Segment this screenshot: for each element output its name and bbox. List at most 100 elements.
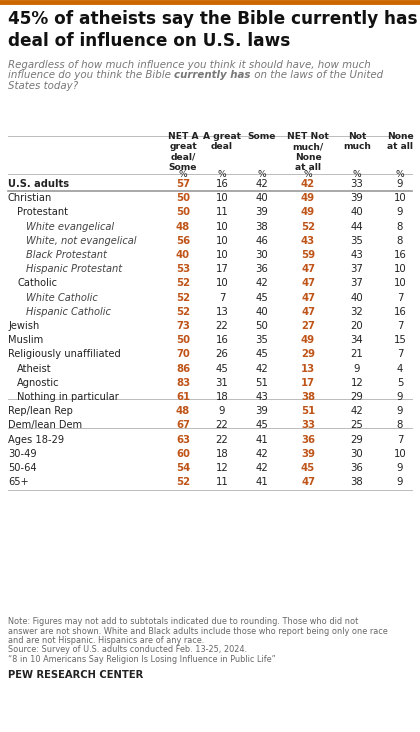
Text: 37: 37 — [351, 264, 363, 274]
Text: 10: 10 — [215, 278, 228, 288]
Text: 10: 10 — [394, 193, 407, 203]
Text: 10: 10 — [215, 193, 228, 203]
Text: 47: 47 — [301, 278, 315, 288]
Text: 42: 42 — [256, 449, 268, 459]
Text: 10: 10 — [215, 236, 228, 246]
Text: Hispanic Catholic: Hispanic Catholic — [26, 307, 111, 317]
Text: 11: 11 — [215, 477, 228, 488]
Text: 12: 12 — [215, 463, 228, 473]
Text: 7: 7 — [219, 293, 225, 302]
Text: 45: 45 — [301, 463, 315, 473]
Text: 8: 8 — [397, 236, 403, 246]
Text: 49: 49 — [301, 335, 315, 346]
Text: 17: 17 — [301, 378, 315, 388]
Text: 38: 38 — [351, 477, 363, 488]
Text: answer are not shown. White and Black adults include those who report being only: answer are not shown. White and Black ad… — [8, 627, 388, 635]
Text: White, not evangelical: White, not evangelical — [26, 236, 136, 246]
Text: NET Not
much/
None
at all: NET Not much/ None at all — [287, 132, 329, 172]
Text: 51: 51 — [301, 406, 315, 417]
Text: 45% of atheists say the Bible currently has a great
deal of influence on U.S. la: 45% of atheists say the Bible currently … — [8, 10, 420, 50]
Text: 50-64: 50-64 — [8, 463, 37, 473]
Text: 35: 35 — [255, 335, 268, 346]
Text: 18: 18 — [215, 449, 228, 459]
Text: 45: 45 — [255, 349, 268, 359]
Text: Regardless of how much influence you think it should have, how much: Regardless of how much influence you thi… — [8, 60, 371, 70]
Text: 50: 50 — [255, 321, 268, 331]
Text: 53: 53 — [176, 264, 190, 274]
Text: 39: 39 — [255, 406, 268, 417]
Text: Ages 18-29: Ages 18-29 — [8, 435, 64, 444]
Text: White Catholic: White Catholic — [26, 293, 98, 302]
Text: 42: 42 — [256, 364, 268, 373]
Text: 29: 29 — [351, 392, 363, 402]
Text: 10: 10 — [394, 264, 407, 274]
Text: 39: 39 — [255, 207, 268, 217]
Text: Catholic: Catholic — [17, 278, 57, 288]
Text: 56: 56 — [176, 236, 190, 246]
Text: 52: 52 — [301, 222, 315, 231]
Text: 86: 86 — [176, 364, 190, 373]
Text: 51: 51 — [255, 378, 268, 388]
Text: 9: 9 — [397, 392, 403, 402]
Text: 60: 60 — [176, 449, 190, 459]
Text: 45: 45 — [255, 293, 268, 302]
Text: 43: 43 — [256, 392, 268, 402]
Text: 43: 43 — [301, 236, 315, 246]
Text: 35: 35 — [351, 236, 363, 246]
Text: “8 in 10 Americans Say Religion Is Losing Influence in Public Life”: “8 in 10 Americans Say Religion Is Losin… — [8, 655, 276, 664]
Text: and are not Hispanic. Hispanics are of any race.: and are not Hispanic. Hispanics are of a… — [8, 636, 204, 645]
Text: 50: 50 — [176, 193, 190, 203]
Text: A great
deal: A great deal — [203, 132, 241, 152]
Text: %: % — [304, 170, 312, 179]
Text: 9: 9 — [219, 406, 225, 417]
Text: 39: 39 — [351, 193, 363, 203]
Text: 8: 8 — [397, 420, 403, 430]
Text: 26: 26 — [215, 349, 228, 359]
Text: 33: 33 — [301, 420, 315, 430]
Text: 10: 10 — [394, 278, 407, 288]
Text: 36: 36 — [301, 435, 315, 444]
Text: 9: 9 — [397, 406, 403, 417]
Text: 36: 36 — [351, 463, 363, 473]
Text: 40: 40 — [351, 207, 363, 217]
Text: 9: 9 — [397, 463, 403, 473]
Text: None
at all: None at all — [387, 132, 413, 152]
Text: 59: 59 — [301, 250, 315, 260]
Text: Source: Survey of U.S. adults conducted Feb. 13-25, 2024.: Source: Survey of U.S. adults conducted … — [8, 646, 247, 654]
Text: NET A
great
deal/
Some: NET A great deal/ Some — [168, 132, 198, 172]
Text: 41: 41 — [256, 435, 268, 444]
Text: 47: 47 — [301, 293, 315, 302]
Text: 30: 30 — [351, 449, 363, 459]
Text: 27: 27 — [301, 321, 315, 331]
Text: Nothing in particular: Nothing in particular — [17, 392, 119, 402]
Text: 33: 33 — [351, 179, 363, 189]
Text: 18: 18 — [215, 392, 228, 402]
Text: Black Protestant: Black Protestant — [26, 250, 107, 260]
Text: 10: 10 — [394, 449, 407, 459]
Text: 40: 40 — [256, 193, 268, 203]
Text: 40: 40 — [256, 307, 268, 317]
Text: 7: 7 — [397, 349, 403, 359]
Text: 52: 52 — [176, 293, 190, 302]
Text: 50: 50 — [176, 335, 190, 346]
Text: 22: 22 — [215, 321, 228, 331]
Text: 20: 20 — [351, 321, 363, 331]
Text: 54: 54 — [176, 463, 190, 473]
Text: %: % — [178, 170, 187, 179]
Text: 31: 31 — [215, 378, 228, 388]
Text: 48: 48 — [176, 222, 190, 231]
Text: 13: 13 — [301, 364, 315, 373]
Text: 47: 47 — [301, 477, 315, 488]
Text: 45: 45 — [255, 420, 268, 430]
Text: 16: 16 — [394, 250, 407, 260]
Text: 30: 30 — [256, 250, 268, 260]
Text: 47: 47 — [301, 264, 315, 274]
Text: %: % — [353, 170, 361, 179]
Text: 46: 46 — [255, 236, 268, 246]
Text: Dem/lean Dem: Dem/lean Dem — [8, 420, 82, 430]
Text: 50: 50 — [176, 207, 190, 217]
Text: Hispanic Protestant: Hispanic Protestant — [26, 264, 122, 274]
Text: 11: 11 — [215, 207, 228, 217]
Text: influence do you think the Bible: influence do you think the Bible — [8, 70, 174, 81]
Text: 49: 49 — [301, 207, 315, 217]
